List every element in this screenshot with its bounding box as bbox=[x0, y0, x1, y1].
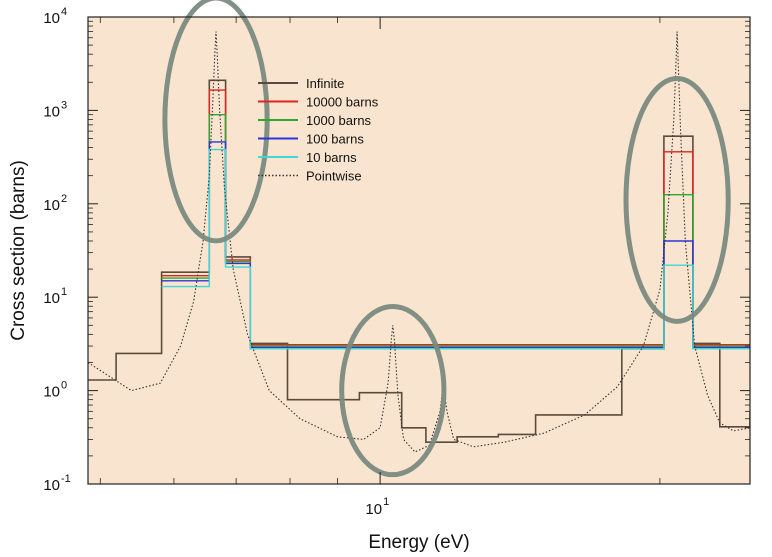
legend-label: Pointwise bbox=[306, 169, 362, 184]
plot-background bbox=[88, 17, 750, 484]
legend-label: 10 barns bbox=[306, 150, 357, 165]
y-axis-title: Cross section (barns) bbox=[8, 160, 29, 341]
axis-ticks: 10 -110 010 110 210 310 410 1 bbox=[43, 6, 750, 518]
legend-label: 100 barns bbox=[306, 132, 364, 147]
y-tick-exponent: 2 bbox=[61, 193, 67, 205]
y-tick-label: 10 bbox=[43, 103, 60, 120]
x-axis-title: Energy (eV) bbox=[368, 532, 469, 553]
y-tick-label: 10 bbox=[43, 197, 60, 214]
series-10-barns bbox=[161, 148, 750, 350]
legend-label: 1000 barns bbox=[306, 113, 372, 128]
y-tick-exponent: 0 bbox=[61, 380, 67, 392]
x-tick-label: 10 bbox=[365, 501, 382, 518]
highlight-ellipse-3 bbox=[623, 76, 731, 324]
y-tick-label: 10 bbox=[43, 384, 60, 401]
series-layer bbox=[88, 31, 750, 453]
legend: Infinite 10000 barns 1000 barns 100 barns 10… bbox=[258, 76, 379, 184]
x-tick-exponent: 1 bbox=[383, 496, 389, 508]
highlight-ellipse-2 bbox=[339, 304, 447, 478]
y-tick-exponent: 3 bbox=[61, 99, 67, 111]
legend-label: 10000 barns bbox=[306, 95, 379, 110]
y-tick-exponent: -1 bbox=[61, 473, 71, 485]
legend-label: Infinite bbox=[306, 76, 344, 91]
y-tick-label: 10 bbox=[43, 290, 60, 307]
y-tick-label: 10 bbox=[43, 477, 60, 494]
y-tick-exponent: 4 bbox=[61, 6, 67, 18]
series-pointwise bbox=[88, 31, 750, 453]
y-tick-label: 10 bbox=[43, 10, 60, 27]
plot-frame bbox=[87, 16, 751, 485]
y-tick-exponent: 1 bbox=[61, 286, 67, 298]
